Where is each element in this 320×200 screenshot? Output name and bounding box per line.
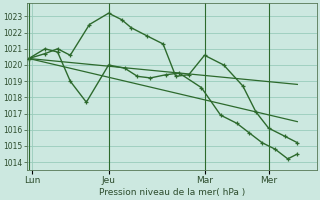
X-axis label: Pression niveau de la mer( hPa ): Pression niveau de la mer( hPa ) (99, 188, 245, 197)
